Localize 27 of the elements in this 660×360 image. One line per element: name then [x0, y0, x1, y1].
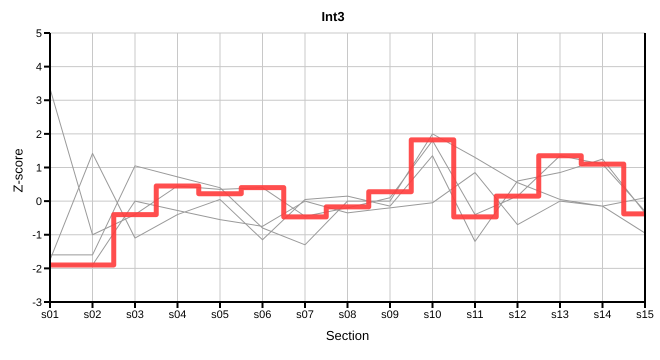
y-tick-label: 5 — [36, 28, 42, 40]
x-tick-label: s08 — [338, 308, 356, 321]
x-tick-label: s06 — [254, 308, 272, 321]
y-tick-label: 1 — [36, 162, 42, 174]
y-tick-label: -3 — [32, 296, 42, 309]
x-tick-label: s04 — [168, 308, 186, 321]
x-tick-label: s15 — [636, 308, 654, 321]
y-tick-label: 3 — [36, 95, 42, 108]
x-tick-label: s02 — [84, 308, 102, 321]
x-tick-label: s07 — [296, 308, 314, 321]
x-tick-label: s12 — [508, 308, 526, 321]
y-tick-label: 4 — [36, 62, 42, 74]
y-tick-label: -2 — [32, 263, 42, 276]
x-tick-label: s11 — [466, 308, 484, 321]
x-tick-label: s03 — [126, 308, 144, 321]
x-tick-label: s13 — [551, 308, 569, 321]
y-tick-label: -1 — [32, 230, 42, 242]
x-axis-title: Section — [326, 328, 370, 343]
x-tick-label: s05 — [211, 308, 229, 321]
y-tick-label: 0 — [36, 196, 42, 208]
x-tick-label: s14 — [594, 308, 612, 321]
y-tick-label: 2 — [36, 128, 42, 141]
chart-title: Int3 — [320, 8, 346, 26]
x-tick-label: s10 — [424, 308, 442, 321]
x-tick-label: s09 — [381, 308, 399, 321]
x-tick-label: s01 — [41, 308, 59, 321]
y-axis-title: Z-score — [10, 148, 26, 192]
